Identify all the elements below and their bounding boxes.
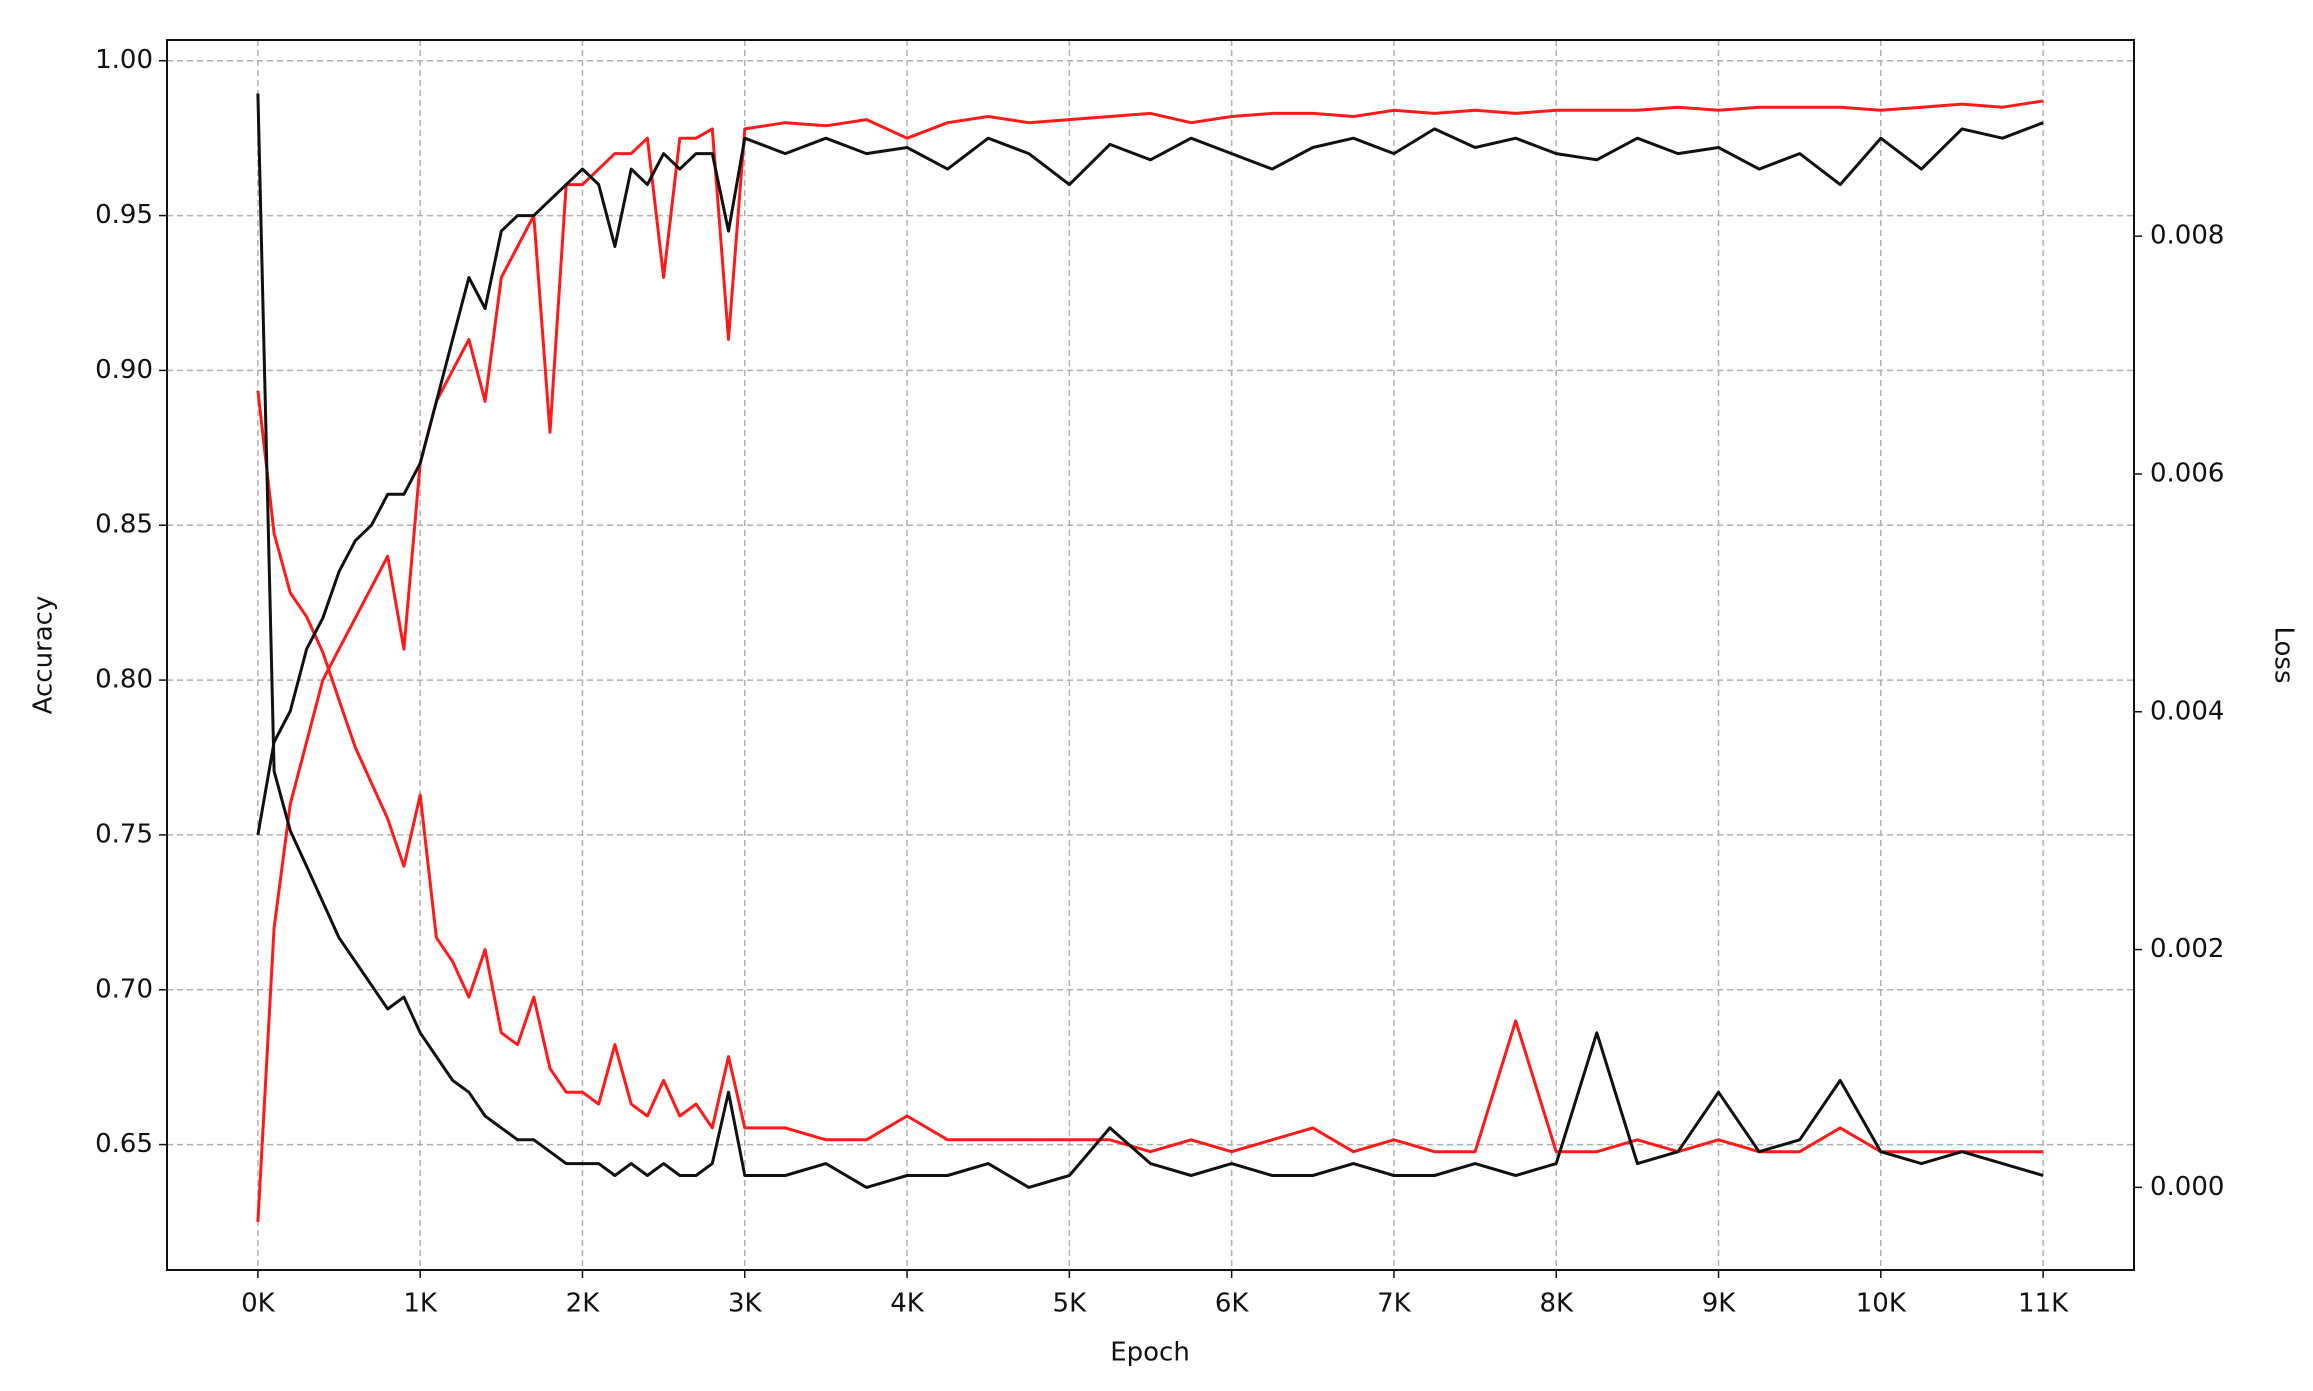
x-tick-label: 7K xyxy=(1377,1289,1412,1319)
x-tick-label: 6K xyxy=(1215,1289,1250,1319)
y-tick-label: 0.80 xyxy=(95,665,153,695)
y-tick-label: 0.85 xyxy=(95,510,153,540)
y2-tick-label: 0.000 xyxy=(2150,1172,2224,1202)
x-axis-label: Epoch xyxy=(1110,1338,1190,1368)
x-tick-label: 10K xyxy=(1856,1289,1907,1319)
y-tick-label: 0.90 xyxy=(95,355,153,385)
data-line xyxy=(256,93,2044,1189)
data-line xyxy=(256,99,2044,1223)
y2-tick-label: 0.002 xyxy=(2150,934,2224,964)
x-tick-label: 11K xyxy=(2018,1289,2069,1319)
x-tick-label: 1K xyxy=(403,1289,438,1319)
x-tick-label: 2K xyxy=(566,1289,601,1319)
y-tick-label: 0.65 xyxy=(95,1129,153,1159)
y-tick-label: 0.75 xyxy=(95,819,153,849)
x-tick-label: 4K xyxy=(890,1289,925,1319)
y2-tick-label: 0.008 xyxy=(2150,221,2224,251)
y-tick-label: 1.00 xyxy=(95,45,153,75)
x-tick-label: 3K xyxy=(728,1289,763,1319)
x-tick-label: 9K xyxy=(1702,1289,1737,1319)
x-tick-label: 5K xyxy=(1053,1289,1088,1319)
x-tick-label: 0K xyxy=(241,1289,276,1319)
y-tick-label: 0.95 xyxy=(95,200,153,230)
y2-tick-label: 0.006 xyxy=(2150,458,2224,488)
plot-frame xyxy=(166,39,2135,1271)
y-axis-label: Accuracy xyxy=(29,596,59,715)
data-line xyxy=(256,121,2044,836)
y2-axis-label: Loss xyxy=(2269,626,2299,683)
y-tick-label: 0.70 xyxy=(95,974,153,1004)
x-tick-label: 8K xyxy=(1539,1289,1574,1319)
y2-tick-label: 0.004 xyxy=(2150,696,2224,726)
data-line xyxy=(256,390,2044,1154)
